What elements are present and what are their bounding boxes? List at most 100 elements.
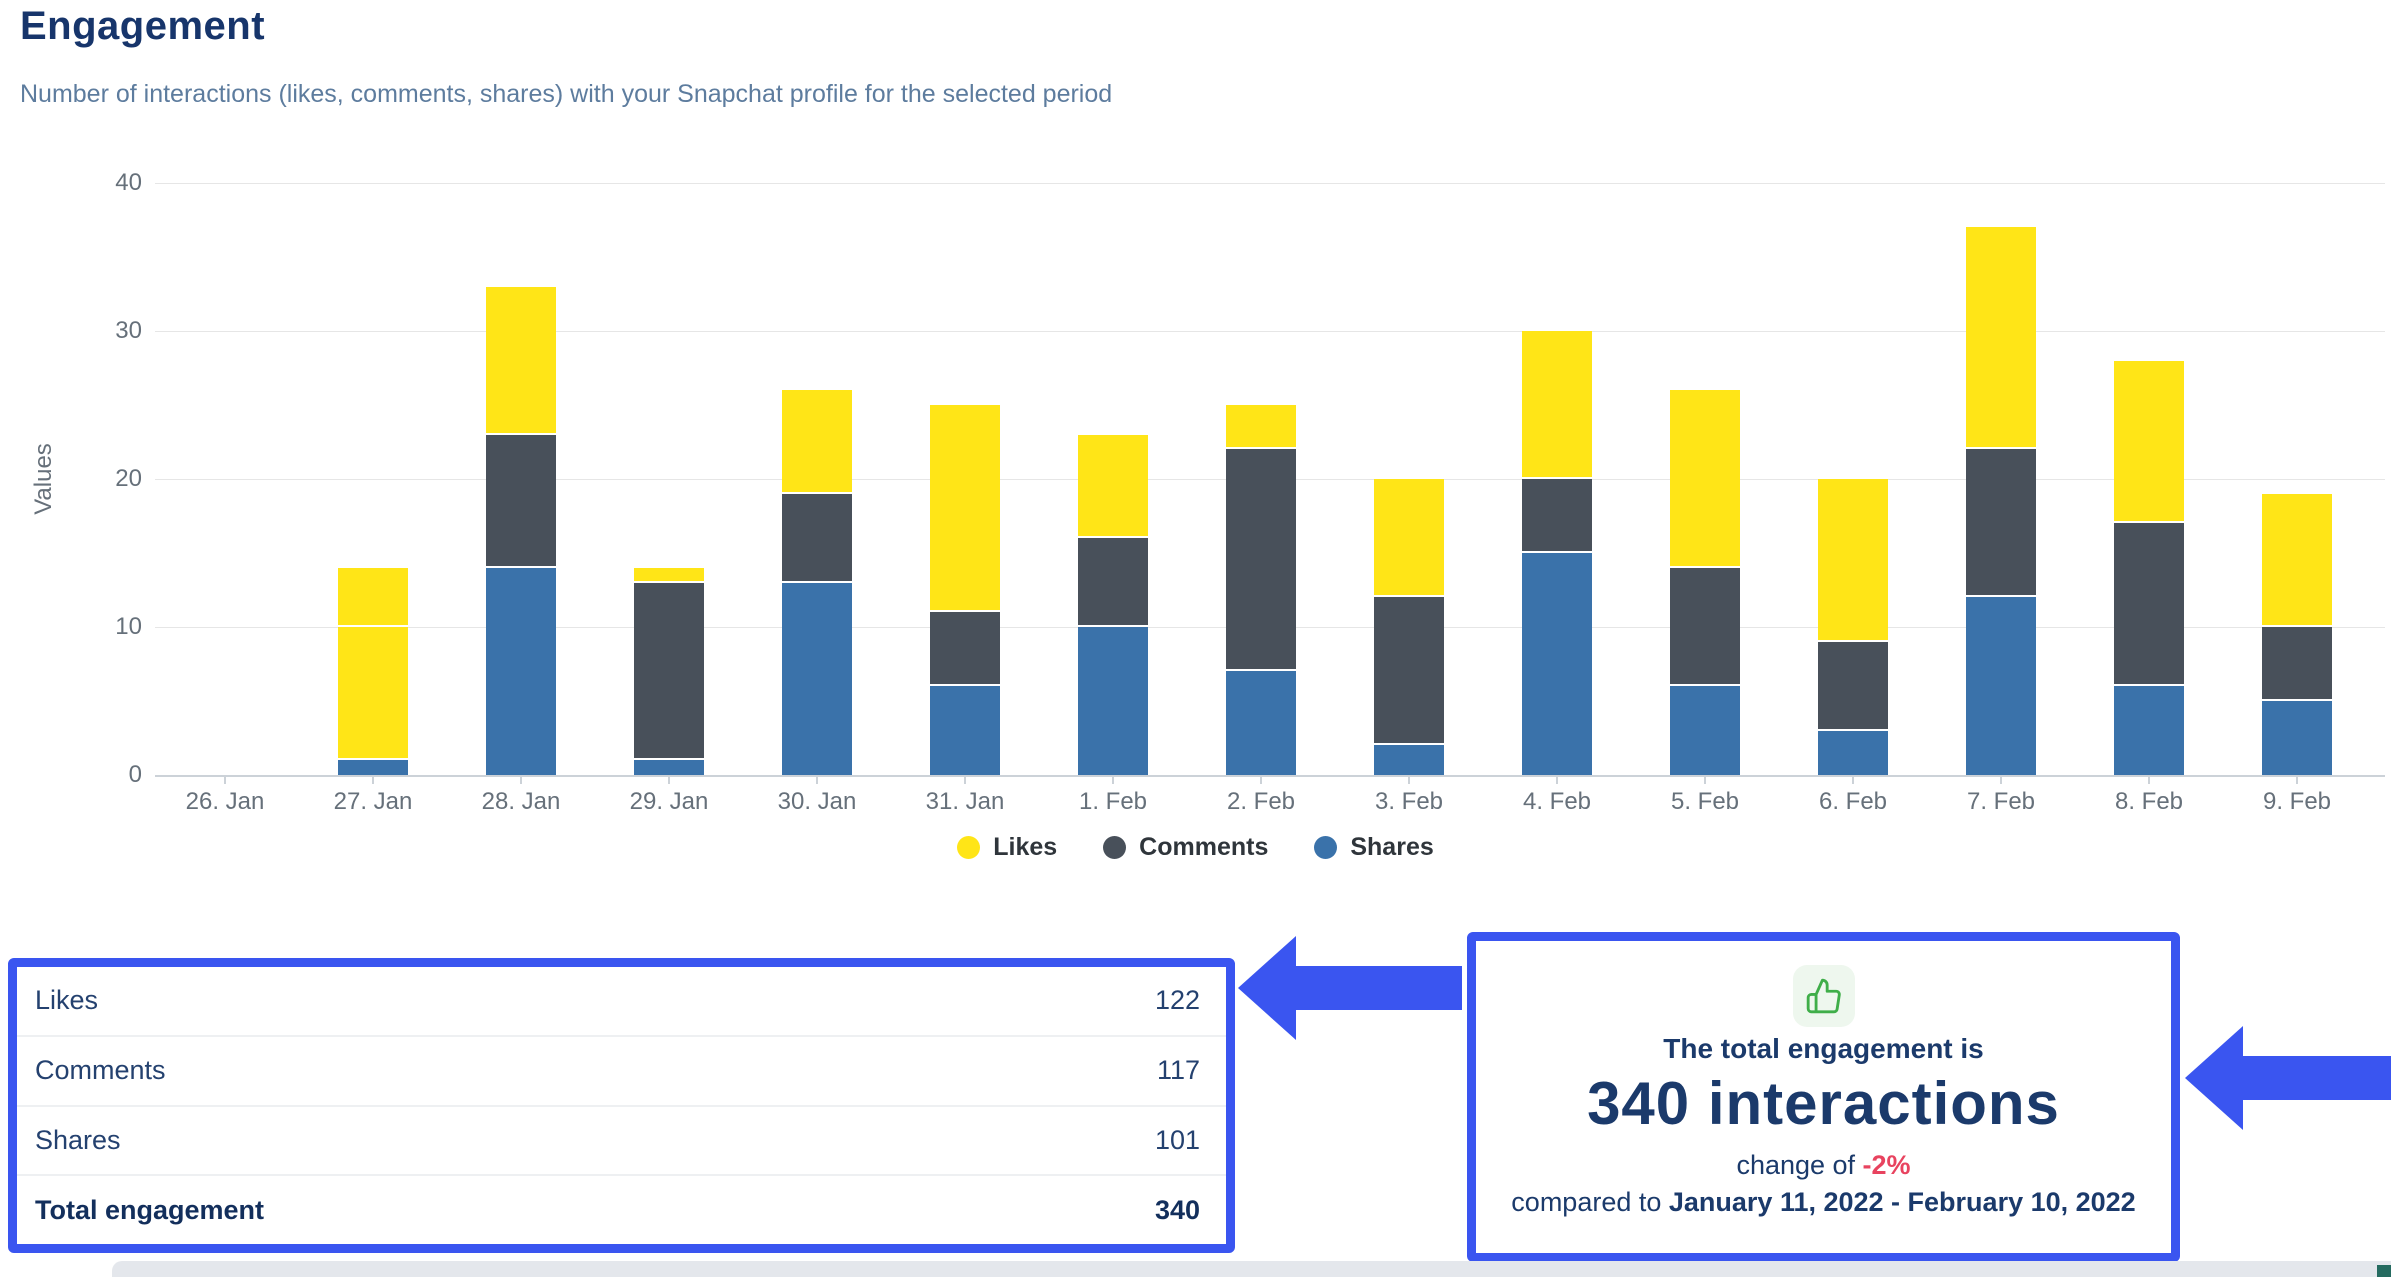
x-tick-label: 29. Jan [629,788,709,815]
y-axis-title: Values [29,443,57,515]
bar-segment-shares[interactable] [1818,730,1888,775]
bar-segment-likes[interactable] [1522,331,1592,479]
x-tick-label: 28. Jan [481,788,561,815]
bar-segment-shares[interactable] [1226,671,1296,775]
gridline [155,183,2385,184]
row-value: 122 [1154,985,1200,1016]
arrow-shaft [2241,1056,2391,1100]
bar-segment-comments[interactable] [1078,538,1148,627]
x-tick [1112,775,1114,784]
bar-segment-likes[interactable] [2262,493,2332,627]
change-prefix: change of [1736,1150,1863,1180]
legend-dot-comments [1103,836,1127,859]
legend-dot-shares [1314,836,1338,859]
x-tick [1704,775,1706,784]
bar-segment-comments[interactable] [634,582,704,761]
total-engagement-card: The total engagement is 340 interactions… [1467,932,2180,1262]
bar-segment-comments[interactable] [1374,597,1444,746]
x-tick [964,775,966,784]
x-tick-label: 6. Feb [1818,788,1888,815]
x-tick-label: 9. Feb [2262,788,2332,815]
row-label: Comments [35,1055,166,1086]
x-tick [2296,775,2298,784]
bar-segment-likes[interactable] [930,405,1000,613]
x-tick-label: 26. Jan [185,788,265,815]
chart-legend: Likes Comments Shares [0,833,2391,862]
bar-segment-shares[interactable] [1078,627,1148,775]
legend-dot-likes [957,836,981,859]
bar-segment-comments[interactable] [338,627,408,761]
legend-label: Comments [1139,833,1269,861]
row-value: 117 [1156,1055,1200,1086]
gridline [155,331,2385,332]
bar-segment-shares[interactable] [486,567,556,775]
x-tick [668,775,670,784]
row-label: Shares [35,1124,121,1155]
x-tick [224,775,226,784]
change-percent: -2% [1862,1150,1911,1180]
bar-segment-comments[interactable] [1522,479,1592,553]
x-tick [816,775,818,784]
bar-segment-shares[interactable] [1522,553,1592,775]
bar-segment-shares[interactable] [2262,701,2332,775]
table-row-likes: Likes 122 [17,967,1226,1037]
x-tick [1260,775,1262,784]
bottom-scrollbar-strip[interactable] [112,1261,2391,1277]
row-value: 340 [1154,1194,1200,1225]
bar-segment-shares[interactable] [634,760,704,775]
legend-item-comments[interactable]: Comments [1103,833,1268,862]
x-tick [372,775,374,784]
bar-segment-shares[interactable] [930,686,1000,775]
bar-segment-likes[interactable] [634,567,704,583]
x-tick-label: 30. Jan [777,788,857,815]
bar-segment-likes[interactable] [1966,227,2036,450]
y-tick-label: 10 [115,613,142,640]
bar-segment-comments[interactable] [930,612,1000,687]
y-tick-label: 0 [128,761,142,788]
bar-segment-likes[interactable] [1078,434,1148,539]
bar-segment-likes[interactable] [1226,405,1296,450]
legend-item-shares[interactable]: Shares [1314,833,1434,862]
arrow-head-icon [2185,1026,2243,1130]
x-tick [2148,775,2150,784]
bar-segment-shares[interactable] [2114,686,2184,775]
x-tick-label: 3. Feb [1374,788,1444,815]
bar-segment-likes[interactable] [1818,479,1888,642]
bar-segment-likes[interactable] [782,390,852,494]
bar-segment-likes[interactable] [2114,360,2184,524]
bar-segment-comments[interactable] [2262,627,2332,701]
bar-segment-comments[interactable] [1670,567,1740,687]
card-compare-line: compared to January 11, 2022 - February … [1476,1187,2171,1218]
x-tick-label: 5. Feb [1670,788,1740,815]
bar-segment-comments[interactable] [2114,523,2184,687]
x-tick [2000,775,2002,784]
bar-segment-comments[interactable] [486,434,556,568]
arrow-shaft [1294,966,1462,1010]
bar-segment-likes[interactable] [338,567,408,627]
row-label: Total engagement [35,1194,265,1225]
x-tick [520,775,522,784]
bar-segment-comments[interactable] [1226,449,1296,672]
x-tick-label: 2. Feb [1226,788,1296,815]
legend-label: Shares [1350,833,1434,861]
bar-segment-shares[interactable] [782,582,852,775]
thumbs-up-glyph [1806,978,1841,1014]
legend-label: Likes [993,833,1058,861]
bar-segment-comments[interactable] [782,493,852,583]
card-headline: 340 interactions [1587,1070,2060,1137]
bar-segment-comments[interactable] [1966,449,2036,598]
card-heading: The total engagement is [1663,1033,1984,1064]
bar-segment-likes[interactable] [486,286,556,435]
bar-segment-shares[interactable] [1670,686,1740,775]
table-row-shares: Shares 101 [17,1107,1226,1177]
bar-segment-shares[interactable] [338,760,408,775]
bar-segment-shares[interactable] [1966,597,2036,775]
bar-segment-comments[interactable] [1818,641,1888,731]
legend-item-likes[interactable]: Likes [957,833,1057,862]
bar-segment-likes[interactable] [1374,479,1444,598]
row-label: Likes [35,985,99,1016]
row-value: 101 [1154,1124,1200,1155]
x-tick-label: 7. Feb [1966,788,2036,815]
bar-segment-shares[interactable] [1374,745,1444,775]
bar-segment-likes[interactable] [1670,390,1740,568]
